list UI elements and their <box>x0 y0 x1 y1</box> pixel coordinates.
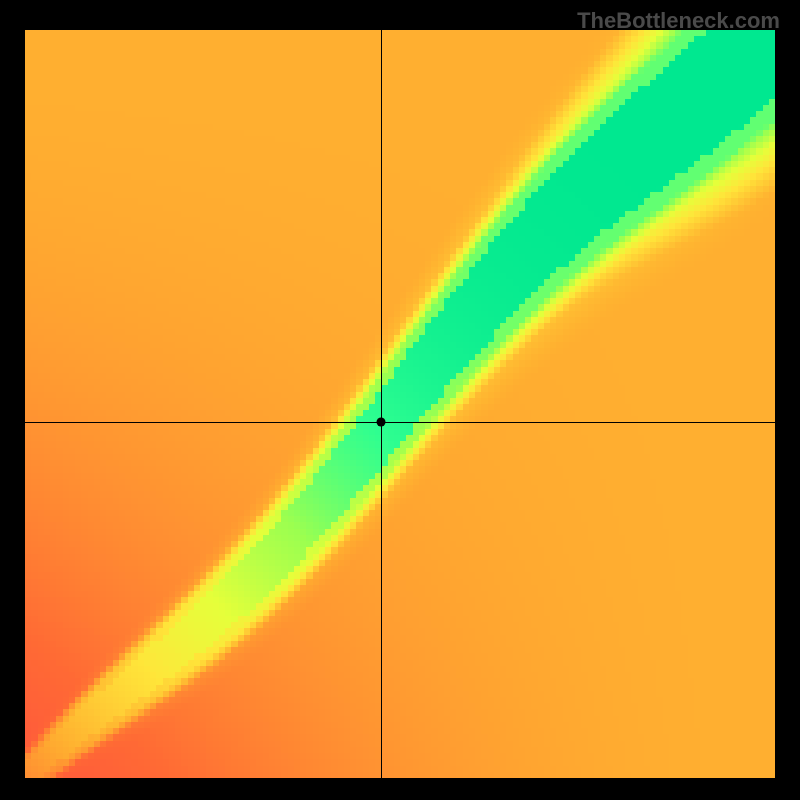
watermark-text: TheBottleneck.com <box>577 8 780 34</box>
chart-container: TheBottleneck.com <box>0 0 800 800</box>
bottleneck-heatmap <box>25 30 775 778</box>
